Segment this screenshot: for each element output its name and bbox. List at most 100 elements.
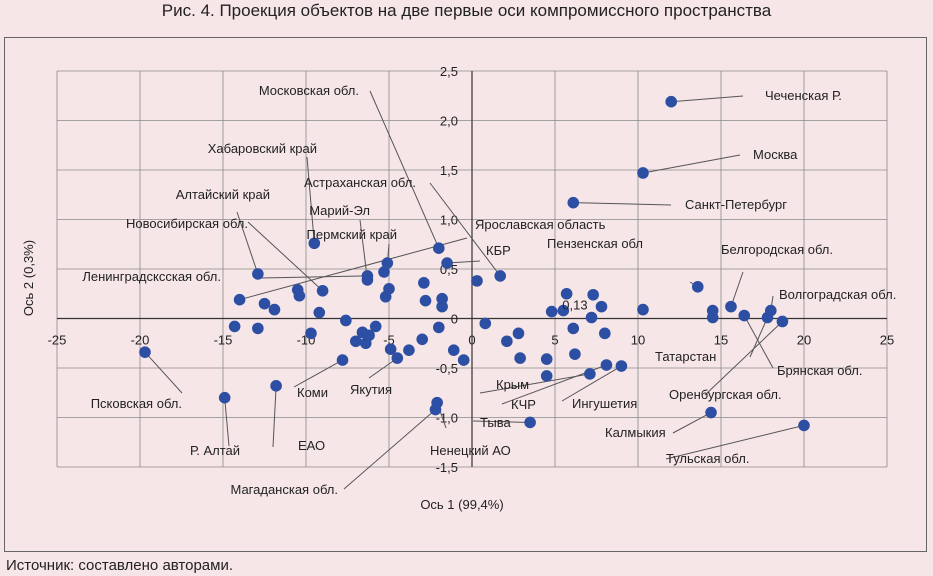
data-point [524,416,536,429]
data-point [567,322,580,335]
data-point [761,311,774,324]
leader-line [671,95,744,103]
point-label: Ненецкий АО [430,443,511,458]
point-label: Ингушетия [572,396,637,411]
data-point [706,311,719,324]
point-label: Астраханская обл. [304,175,416,190]
point-label: Марий-Эл [309,203,370,218]
y-tick-label: -1,5 [436,460,458,475]
data-point [457,354,470,366]
y-axis-label: Ось 2 (0,3%) [21,240,36,316]
leader-line [472,420,531,423]
data-point [557,304,570,317]
x-axis-label: Ось 1 (99,4%) [420,497,503,512]
x-tick-label: -25 [48,333,67,348]
data-point [441,257,453,269]
x-tick-label: 15 [714,333,728,348]
data-point [447,344,460,356]
leader-line [479,373,590,394]
y-tick-label: 1,5 [440,163,458,178]
leader-line [561,365,622,402]
point-label: Белгородская обл. [721,242,833,257]
point-label: Брянская обл. [777,363,862,378]
data-point [479,317,492,330]
data-point [336,354,349,366]
data-point [725,300,737,313]
leader-line [247,221,323,292]
data-point [540,370,553,382]
data-point [433,321,445,334]
data-point [369,320,382,333]
point-label: Псковская обл. [91,396,182,411]
chart-frame: -25 -20 -15 -10 -5 0 5 10 15 20 25 2,5 2,0 1,5 1,0 0,5 0… [4,37,927,552]
data-point [431,396,443,409]
data-point [584,368,596,380]
data-point [595,300,608,313]
x-tick-label: -5 [383,333,395,348]
data-point [585,311,598,324]
point-label: Татарстан [655,349,716,364]
leader-line [272,385,277,448]
point-label: Р. Алтай [190,443,240,458]
data-point [436,292,448,305]
annotation-label: 0,13 [562,298,587,313]
point-label: Чеченская Р. [765,88,842,103]
data-point [560,287,573,300]
data-point [416,333,429,346]
leader-line [429,182,501,277]
data-point [340,314,352,327]
y-tick-label: 1,0 [440,213,458,228]
data-point [615,360,628,372]
data-point [350,335,362,348]
data-point [419,294,432,307]
leader-line [260,275,368,279]
data-point [384,343,397,355]
point-label: КЧР [511,397,536,412]
point-label: Ленинградсксская обл. [82,269,221,284]
data-point [599,327,611,340]
point-label: Пермский край [307,227,397,242]
data-point [293,289,306,302]
point-label: Хабаровский край [208,141,317,156]
point-label: Москва [753,147,798,162]
data-point [501,335,513,348]
leader-line [236,211,259,275]
data-point [252,322,264,335]
point-label: ЕАО [298,438,325,453]
leader-line [359,219,368,280]
x-tick-label: 25 [880,333,894,348]
leader-line [730,271,744,307]
data-point [637,167,649,179]
point-label: Новосибирская обл. [126,216,248,231]
data-point [433,242,445,255]
data-point [569,348,581,360]
point-label: Крым [496,377,529,392]
leader-line [343,409,436,490]
point-label: Якутия [350,382,392,397]
leader-line [573,202,672,206]
leader-line [642,154,741,174]
leader-line [144,351,183,394]
point-label: Оренбургская обл. [669,387,782,402]
leader-line [293,359,343,388]
data-point [587,288,599,301]
point-label: Калмыкия [605,425,666,440]
data-point [665,95,677,108]
y-tick-label: -0,5 [436,361,458,376]
point-label: Тыва [480,415,511,430]
data-points [139,95,810,432]
data-point [691,281,704,293]
data-point [471,275,483,287]
point-label: Магаданская обл. [230,482,338,497]
data-point [418,277,430,289]
data-point [378,266,390,278]
data-point [139,346,151,358]
data-point [258,297,271,310]
point-label: Коми [297,385,328,400]
data-point [268,303,281,316]
leader-line [369,90,440,249]
data-point [316,284,329,297]
x-tick-label: 10 [631,333,645,348]
point-label: Санкт-Петербург [685,197,787,212]
data-point [403,344,415,356]
